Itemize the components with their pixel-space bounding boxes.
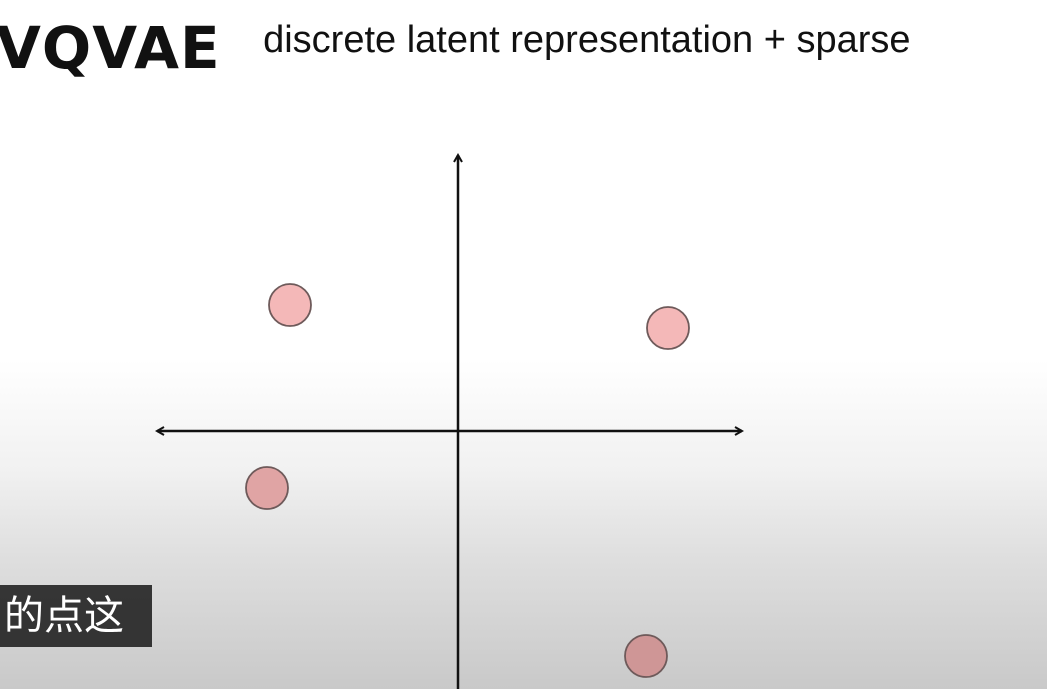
slide-title: VQVAE [0,14,221,82]
point-lower-left [245,466,289,510]
slide-header: VQVAE discrete latent representation + s… [0,14,911,82]
slide-subtitle: discrete latent representation + sparse [263,18,911,61]
point-bottom [624,634,668,678]
video-caption: 的点这 [0,585,152,647]
point-upper-right [646,306,690,350]
point-upper-left [268,283,312,327]
